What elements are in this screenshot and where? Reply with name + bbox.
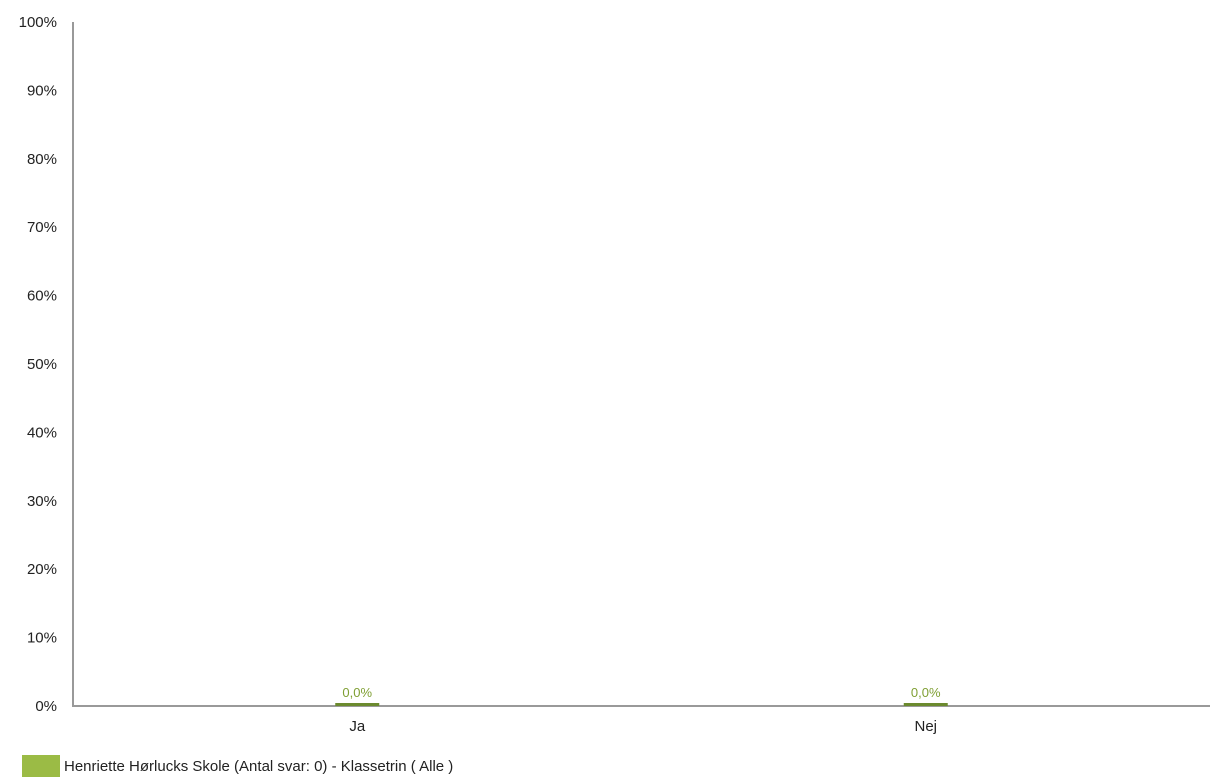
bar-data-label: 0,0% [342,685,372,700]
bar-chart: 0% 10% 20% 30% 40% 50% 60% 70% 80% 90% 100% 0,0% Ja 0… [19,14,1210,735]
bar [335,703,380,706]
y-tick-label: 90% [27,82,57,99]
y-tick-label: 10% [27,630,57,647]
y-tick-label: 20% [27,561,57,578]
legend-label: Henriette Hørlucks Skole (Antal svar: 0)… [64,757,454,775]
y-tick-label: 40% [27,424,57,441]
y-tick-label: 50% [27,356,57,373]
y-tick-label: 60% [27,288,57,305]
y-tick-label: 30% [27,493,57,510]
x-category-label: Nej [914,718,937,735]
y-tick-label: 70% [27,219,57,236]
y-tick-label: 0% [35,698,57,715]
bar-data-label: 0,0% [911,685,941,700]
y-tick-label: 100% [19,14,57,31]
y-tick-label: 80% [27,151,57,168]
x-category-label: Ja [349,718,366,735]
bar [903,703,948,706]
legend: Henriette Hørlucks Skole (Antal svar: 0)… [22,755,453,777]
legend-swatch [22,755,60,777]
